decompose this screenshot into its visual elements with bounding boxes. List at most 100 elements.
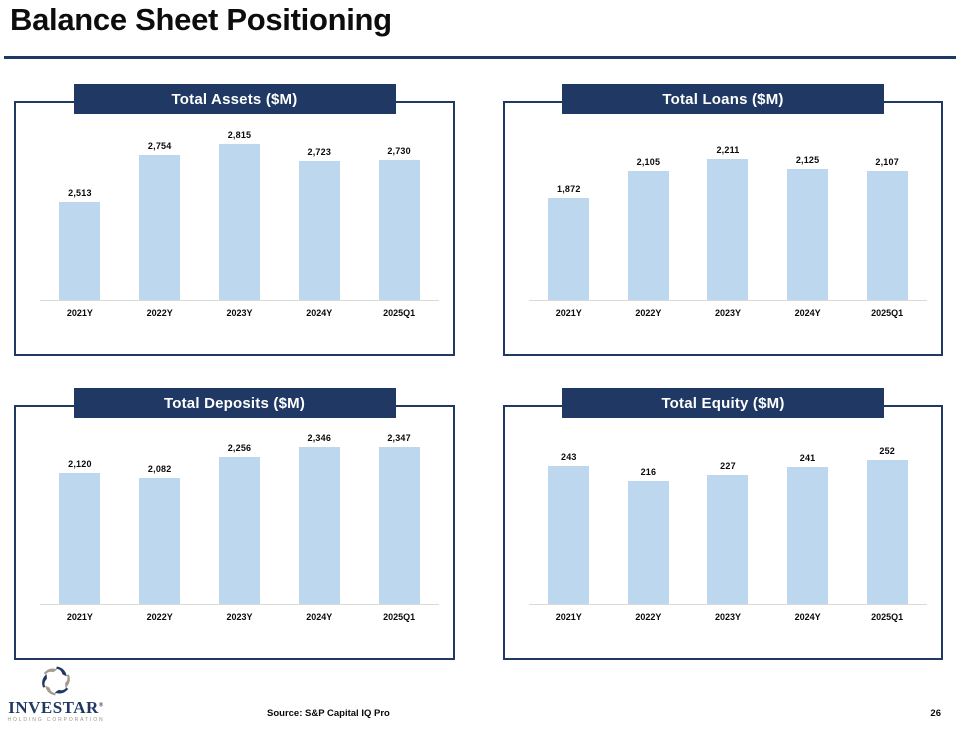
- bar-value-label: 2,211: [716, 144, 740, 155]
- bar-value-label: 2,120: [68, 459, 92, 470]
- bar-column: 216: [609, 433, 689, 604]
- chart-title: Total Assets ($M): [171, 90, 298, 108]
- category-label: 2021Y: [66, 612, 93, 622]
- bar-value-label: 227: [720, 460, 736, 471]
- source-note: Source: S&P Capital IQ Pro: [267, 708, 390, 719]
- logo-subtitle: HOLDING CORPORATION: [7, 717, 105, 723]
- bar-column: 2,815: [200, 108, 280, 300]
- bar-2021Y: [59, 201, 101, 300]
- category-label: 2025Q1: [871, 612, 904, 622]
- bar-2024Y: [787, 168, 829, 300]
- chart-title: Total Loans ($M): [662, 90, 784, 108]
- x-axis-line: [529, 300, 927, 301]
- bar-value-label: 2,347: [387, 432, 411, 443]
- bar-column: 241: [768, 433, 848, 604]
- bar-2023Y: [218, 457, 260, 604]
- category-label: 2021Y: [555, 612, 582, 622]
- category-label: 2021Y: [555, 308, 582, 318]
- category-labels: 2021Y 2022Y 2023Y 2024Y 2025Q1: [529, 308, 927, 318]
- bar-column: 2,256: [200, 429, 280, 604]
- category-label: 2025Q1: [383, 308, 416, 318]
- bar-2021Y: [59, 473, 101, 604]
- category-label: 2023Y: [226, 308, 253, 318]
- plot-area: 2,120 2,082 2,256 2,346 2,347 2021Y 2022Y 2023…: [40, 429, 439, 622]
- bar-2024Y: [298, 161, 340, 300]
- category-label: 2022Y: [146, 612, 173, 622]
- bar-value-label: 241: [799, 452, 816, 463]
- bar-value-label: 2,082: [147, 463, 172, 474]
- chart-title-banner: Total Equity ($M): [562, 388, 884, 418]
- chart-title-banner: Total Assets ($M): [73, 84, 396, 114]
- category-labels: 2021Y 2022Y 2023Y 2024Y 2025Q1: [529, 612, 927, 622]
- bar-2025Q1: [378, 446, 420, 604]
- bar-value-label: 2,815: [227, 129, 252, 140]
- plot-area: 2,513 2,754 2,815 2,723 2,730 2021Y 2022Y 2023…: [40, 108, 439, 318]
- bar-column: 2,120: [40, 429, 120, 604]
- bar-value-label: 2,513: [68, 187, 92, 198]
- bar-2023Y: [707, 474, 749, 604]
- bar-column: 2,513: [40, 108, 120, 300]
- category-labels: 2021Y 2022Y 2023Y 2024Y 2025Q1: [40, 612, 439, 622]
- bar-2024Y: [787, 466, 829, 604]
- plot-columns: 2,513 2,754 2,815 2,723 2,730: [40, 108, 439, 300]
- bar-2023Y: [707, 158, 749, 300]
- bar-2023Y: [218, 143, 260, 300]
- bar-value-label: 243: [560, 451, 577, 462]
- bar-column: 252: [847, 433, 927, 604]
- logo-wordmark: INVESTAR®: [8, 698, 104, 717]
- category-label: 2025Q1: [871, 308, 904, 318]
- bar-column: 2,730: [359, 108, 439, 300]
- category-label: 2021Y: [66, 308, 93, 318]
- category-label: 2025Q1: [383, 612, 416, 622]
- bar-value-label: 2,730: [387, 145, 411, 156]
- bar-value-label: 2,256: [227, 443, 252, 454]
- bar-value-label: 2,754: [147, 141, 172, 152]
- category-label: 2024Y: [306, 612, 333, 622]
- chart-card-total-loans: Total Loans ($M) 1,872 2,105 2,211 2,125 2,1…: [503, 84, 943, 356]
- category-labels: 2021Y 2022Y 2023Y 2024Y 2025Q1: [40, 308, 439, 318]
- chart-title: Total Equity ($M): [661, 394, 785, 412]
- bar-2022Y: [139, 155, 181, 300]
- bar-column: 1,872: [529, 125, 609, 300]
- bar-column: 2,082: [120, 429, 200, 604]
- category-label: 2024Y: [794, 308, 821, 318]
- bar-column: 2,723: [279, 108, 359, 300]
- bar-value-label: 2,125: [795, 154, 820, 165]
- bar-value-label: 1,872: [557, 184, 581, 195]
- category-label: 2023Y: [226, 612, 253, 622]
- category-label: 2023Y: [714, 308, 741, 318]
- category-label: 2023Y: [714, 612, 741, 622]
- bar-2025Q1: [378, 159, 420, 300]
- chart-title: Total Deposits ($M): [163, 394, 306, 412]
- bar-column: 2,211: [688, 125, 768, 300]
- investar-logo: INVESTAR® HOLDING CORPORATION: [5, 664, 107, 723]
- bar-column: 243: [529, 433, 609, 604]
- plot-columns: 2,120 2,082 2,256 2,346 2,347: [40, 429, 439, 604]
- bar-2022Y: [627, 480, 669, 604]
- bar-2022Y: [627, 171, 669, 300]
- chart-title-banner: Total Loans ($M): [562, 84, 884, 114]
- bar-value-label: 2,107: [875, 156, 899, 167]
- title-underline: [4, 56, 956, 59]
- chart-card-total-deposits: Total Deposits ($M) 2,120 2,082 2,256 2,346…: [14, 388, 455, 660]
- page-number: 26: [930, 708, 941, 719]
- investar-swirl-icon: [42, 666, 70, 696]
- plot-area: 1,872 2,105 2,211 2,125 2,107 2021Y 2022Y 2023…: [529, 125, 927, 318]
- bar-value-label: 2,105: [636, 157, 661, 168]
- bar-value-label: 2,346: [307, 432, 332, 443]
- category-label: 2022Y: [635, 612, 662, 622]
- chart-title-banner: Total Deposits ($M): [73, 388, 396, 418]
- category-label: 2024Y: [794, 612, 821, 622]
- page-title: Balance Sheet Positioning: [10, 2, 392, 37]
- category-label: 2024Y: [306, 308, 333, 318]
- bar-2021Y: [548, 465, 590, 604]
- category-label: 2022Y: [635, 308, 662, 318]
- x-axis-line: [529, 604, 927, 605]
- bar-column: 2,125: [768, 125, 848, 300]
- bar-value-label: 216: [640, 466, 657, 477]
- chart-card-total-assets: Total Assets ($M) 2,513 2,754 2,815 2,723 2,…: [14, 84, 455, 356]
- chart-card-total-equity: Total Equity ($M) 243 216 227 241 252 2021Y 2…: [503, 388, 943, 660]
- bar-2025Q1: [866, 170, 908, 300]
- bar-2024Y: [298, 446, 340, 604]
- bar-column: 227: [688, 433, 768, 604]
